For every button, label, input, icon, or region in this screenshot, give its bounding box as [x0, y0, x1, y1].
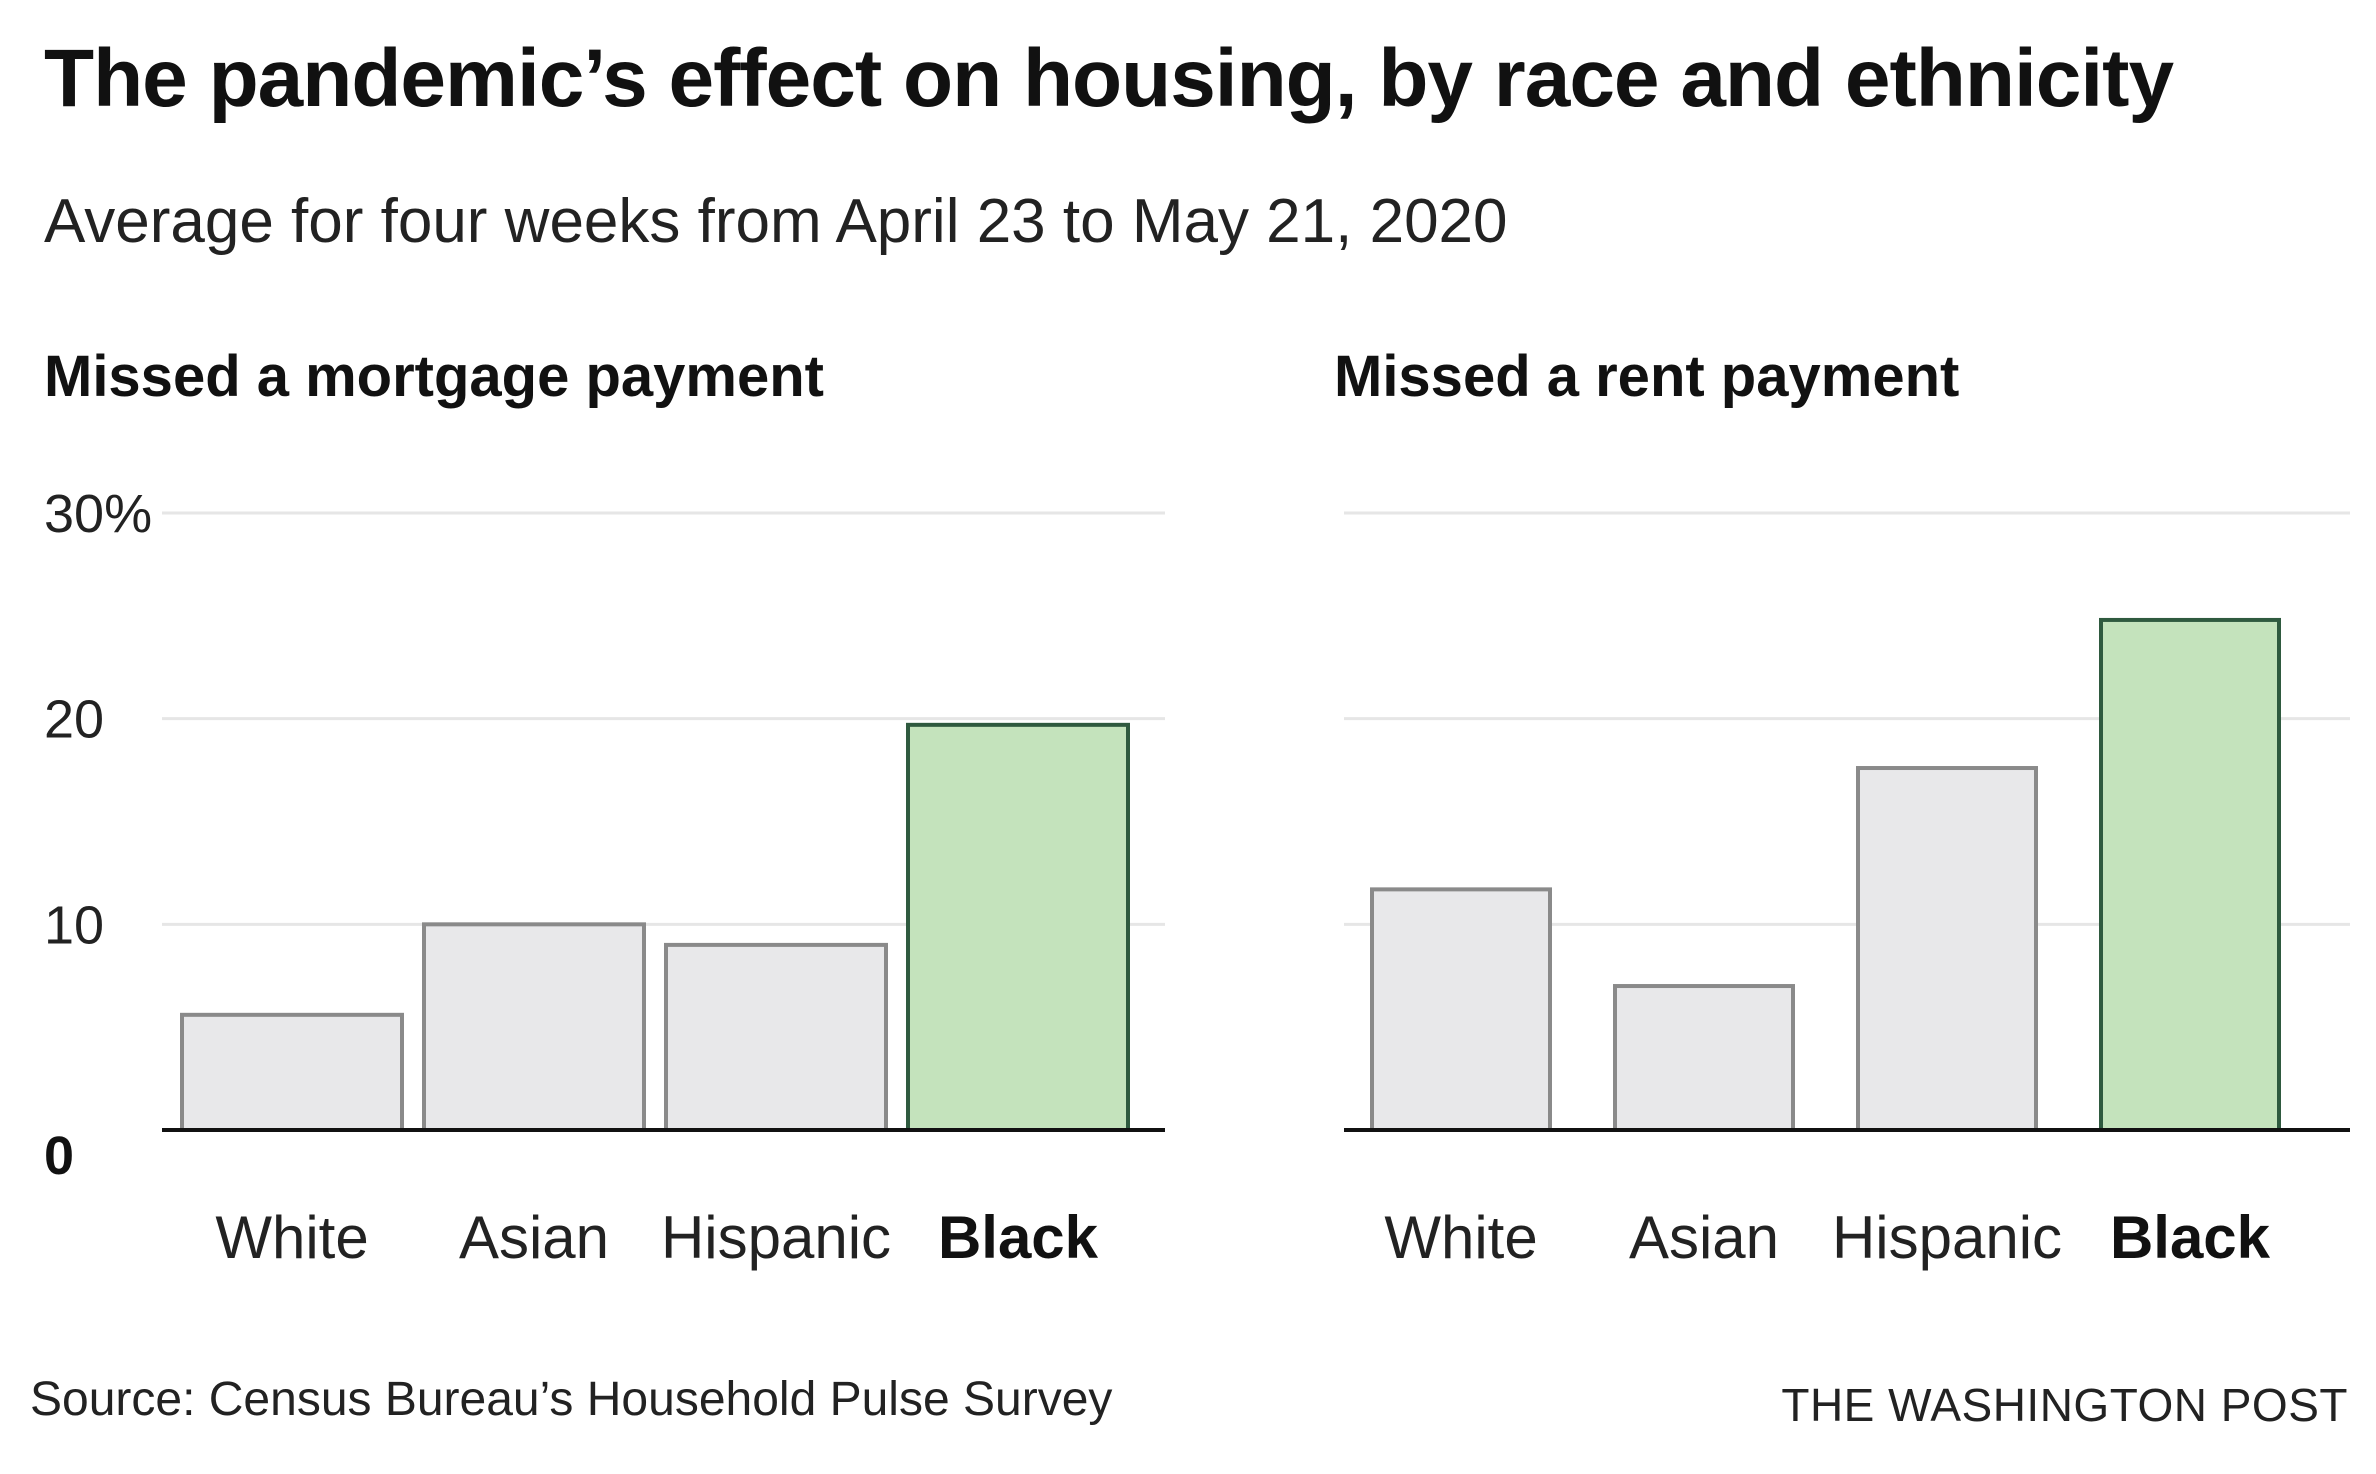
panel-title: Missed a rent payment	[1334, 344, 1959, 409]
y-tick-label: 0	[44, 1126, 74, 1186]
panel-title: Missed a mortgage payment	[44, 344, 824, 409]
chart-subtitle: Average for four weeks from April 23 to …	[44, 187, 1508, 256]
category-label: Black	[938, 1204, 1099, 1271]
y-tick-label: 20	[44, 690, 104, 750]
source-note: Source: Census Bureau’s Household Pulse …	[30, 1373, 1113, 1426]
publisher-credit: THE WASHINGTON POST	[1781, 1379, 2348, 1431]
category-label: Hispanic	[661, 1204, 891, 1271]
category-label: Asian	[459, 1204, 609, 1271]
bar-asian	[1613, 984, 1795, 1132]
bar-hispanic	[1856, 766, 2038, 1132]
bar-asian	[422, 922, 646, 1132]
category-label: Black	[2110, 1204, 2271, 1271]
y-tick-label: 10	[44, 895, 104, 955]
y-tick-label: 30%	[44, 484, 152, 544]
category-label: White	[215, 1204, 368, 1271]
bar-black	[2099, 617, 2281, 1132]
bar-white	[180, 1012, 404, 1132]
bar-black	[906, 722, 1130, 1132]
category-label: White	[1384, 1204, 1537, 1271]
bar-white	[1370, 887, 1552, 1132]
chart-title: The pandemic’s effect on housing, by rac…	[44, 33, 2174, 124]
category-label: Asian	[1629, 1204, 1779, 1271]
bar-hispanic	[664, 942, 888, 1133]
category-label: Hispanic	[1832, 1204, 2062, 1271]
